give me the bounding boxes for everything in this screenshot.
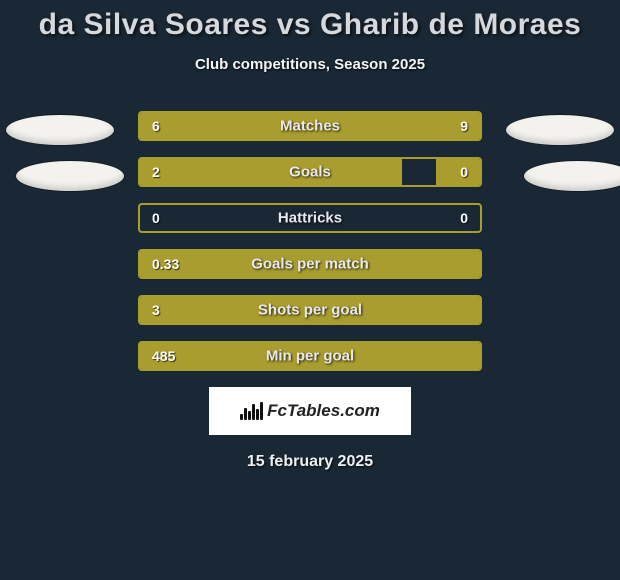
bar-label: Min per goal	[266, 348, 354, 365]
bar-value-left: 2	[152, 164, 160, 180]
bar-label: Goals	[289, 164, 331, 181]
bar-value-right: 0	[460, 210, 468, 226]
bar-fill-left	[140, 159, 402, 185]
date-text: 15 february 2025	[0, 453, 620, 471]
avatar-right-player1	[506, 115, 614, 145]
avatar-right-player2	[524, 161, 620, 191]
avatar-left-player2	[16, 161, 124, 191]
stat-bars: 6 9 Matches 2 0 Goals 0 0 Hattricks 0.33 Goals per…	[138, 111, 482, 371]
stat-bar: 2 0 Goals	[138, 157, 482, 187]
stat-bar: 6 9 Matches	[138, 111, 482, 141]
stat-bar: 0 0 Hattricks	[138, 203, 482, 233]
bar-label: Matches	[280, 118, 340, 135]
bar-value-left: 6	[152, 118, 160, 134]
chart-icon	[240, 402, 263, 420]
bar-label: Hattricks	[278, 210, 342, 227]
stat-bar: 485 Min per goal	[138, 341, 482, 371]
logo-text: FcTables.com	[267, 401, 380, 421]
bar-value-right: 0	[460, 164, 468, 180]
logo-box: FcTables.com	[209, 387, 411, 435]
stat-bar: 0.33 Goals per match	[138, 249, 482, 279]
bar-label: Shots per goal	[258, 302, 362, 319]
bar-value-left: 0	[152, 210, 160, 226]
stat-bar: 3 Shots per goal	[138, 295, 482, 325]
comparison-panel: 6 9 Matches 2 0 Goals 0 0 Hattricks 0.33 Goals per…	[0, 111, 620, 371]
bar-value-left: 3	[152, 302, 160, 318]
page-title: da Silva Soares vs Gharib de Moraes	[0, 0, 620, 42]
bar-fill-left	[140, 113, 276, 139]
bar-value-left: 485	[152, 348, 175, 364]
bar-value-left: 0.33	[152, 256, 179, 272]
bar-fill-right	[436, 159, 480, 185]
avatar-left-player1	[6, 115, 114, 145]
bar-label: Goals per match	[251, 256, 369, 273]
bar-value-right: 9	[460, 118, 468, 134]
subtitle: Club competitions, Season 2025	[0, 56, 620, 73]
